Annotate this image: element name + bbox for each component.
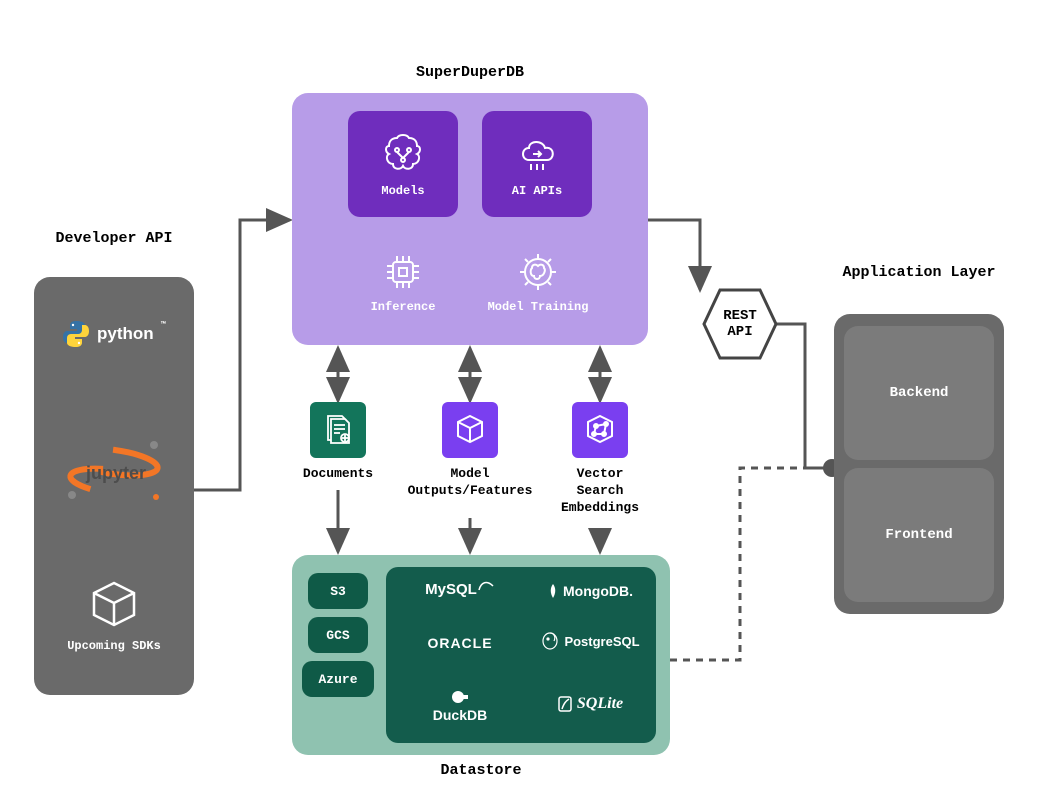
duckdb-logo: DuckDB — [400, 689, 520, 723]
jupyter-icon: jupyter — [34, 437, 194, 507]
sdb-to-rest — [648, 220, 700, 290]
model-training-box: Model Training — [468, 233, 608, 329]
frontend-box: Frontend — [844, 468, 994, 602]
azure-pill: Azure — [302, 661, 374, 697]
vector-search-label: Vector Search Embeddings — [550, 466, 650, 517]
rest-label-2: API — [727, 324, 752, 340]
postgresql-logo: PostgreSQL — [530, 631, 650, 651]
ai-apis-box: AI APIs — [482, 111, 592, 217]
backend-box: Backend — [844, 326, 994, 460]
mongodb-logo: MongoDB. — [530, 583, 650, 599]
svg-text:™: ™ — [160, 321, 166, 330]
sdk-label: Upcoming SDKs — [67, 639, 161, 653]
documents-label: Documents — [280, 466, 396, 481]
rest-to-app — [774, 324, 832, 468]
database-panel: MySQL MongoDB. ORACLE PostgreSQL DuckDB … — [386, 567, 656, 743]
datastore-title: Datastore — [292, 762, 670, 779]
inference-box: Inference — [348, 233, 458, 329]
dev-to-sdb — [194, 220, 290, 490]
models-label: Models — [381, 184, 424, 198]
sqlite-logo: SQLite — [530, 695, 650, 713]
oracle-logo: ORACLE — [400, 635, 520, 651]
svg-text:python: python — [97, 324, 154, 343]
application-layer-title: Application Layer — [834, 264, 1004, 281]
models-box: Models — [348, 111, 458, 217]
datastore-block: S3 GCS Azure MySQL MongoDB. ORACLE Postg… — [292, 555, 670, 755]
svg-text:jupyter: jupyter — [85, 463, 146, 483]
superduperdb-title: SuperDuperDB — [292, 64, 648, 81]
gcs-pill: GCS — [308, 617, 368, 653]
rest-label-1: REST — [723, 308, 757, 324]
rest-api-hexagon: REST API — [700, 286, 780, 362]
model-outputs-connector — [442, 402, 498, 458]
model-training-label: Model Training — [488, 300, 589, 314]
ai-apis-label: AI APIs — [512, 184, 562, 198]
developer-api-block: python ™ jupyter Upcoming SDKs — [34, 277, 194, 695]
inference-label: Inference — [371, 300, 436, 314]
s3-pill: S3 — [308, 573, 368, 609]
vector-search-connector — [572, 402, 628, 458]
python-icon: python ™ — [34, 317, 194, 349]
sdk-icon: Upcoming SDKs — [34, 577, 194, 653]
mysql-logo: MySQL — [400, 581, 520, 598]
application-layer-block: Backend Frontend — [834, 314, 1004, 614]
superduperdb-block: Models AI APIs Inference Model Training — [292, 93, 648, 345]
datastore-to-app — [670, 468, 805, 660]
model-outputs-label: Model Outputs/Features — [394, 466, 546, 500]
documents-connector — [310, 402, 366, 458]
developer-api-title: Developer API — [34, 230, 194, 247]
